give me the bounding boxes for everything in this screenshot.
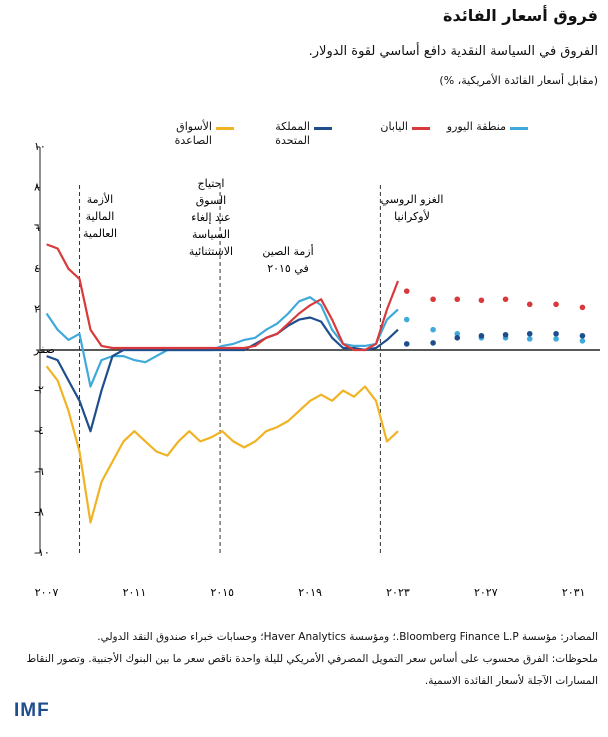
legend-label: منطقة اليورو xyxy=(446,120,506,133)
projection-dot xyxy=(403,288,410,294)
annotation: المالية xyxy=(86,210,115,223)
annotation: العالمية xyxy=(83,227,117,240)
series-line xyxy=(46,316,399,433)
legend-label: المملكة المتحدة xyxy=(275,120,310,147)
x-tick-label: ٢٠٢٣ xyxy=(386,586,410,599)
legend-swatch xyxy=(216,127,234,130)
annotation: لأوكرانيا xyxy=(394,209,430,223)
y-tick-label: ١٠- xyxy=(34,546,50,559)
projection-dot xyxy=(478,332,485,339)
annotation: في ٢٠١٥ xyxy=(267,262,309,275)
x-tick-label: ٢٠١١ xyxy=(123,586,147,599)
projection-dot xyxy=(430,326,436,333)
projection-dot xyxy=(579,304,586,311)
projection-dot xyxy=(478,297,485,304)
series-line xyxy=(45,296,399,388)
x-tick-label: ٢٠٠٧ xyxy=(35,586,59,599)
legend-swatch xyxy=(510,127,528,130)
projection-dot xyxy=(579,338,586,344)
annotation: عند إلغاء xyxy=(191,211,230,224)
projection-dot xyxy=(553,336,559,342)
series-line xyxy=(46,243,400,352)
projection-dot xyxy=(502,331,509,338)
series-line xyxy=(45,365,399,524)
legend-item: الأسواق الصاعدة xyxy=(142,120,234,148)
legend: منطقة اليورو اليابان المملكة المتحدة الأسوا… xyxy=(142,120,528,148)
annotation: السياسة xyxy=(192,228,230,241)
projection-dot xyxy=(403,316,410,323)
projection-dot xyxy=(430,340,436,346)
y-axis-label: (مقابل أسعار الفائدة الأمريكية، %) xyxy=(439,74,598,87)
legend-label: اليابان xyxy=(380,120,408,133)
chart: ١٠٨٦٤٢صفر٢-٤-٦-٨-١٠-٢٠٠٧٢٠١١٢٠١٥٢٠١٩٢٠٢٣… xyxy=(33,140,600,599)
sources: المصادر: مؤسسة Bloomberg Finance L.P.؛ و… xyxy=(97,631,598,643)
projection-dot xyxy=(502,296,509,303)
projection-dot xyxy=(526,301,533,308)
projection-dot xyxy=(454,335,461,341)
x-tick-label: ٢٠١٩ xyxy=(298,586,322,599)
annotation: الاستثنائية xyxy=(189,245,233,258)
projection-dot xyxy=(454,296,461,303)
projection-dot xyxy=(430,296,436,303)
projection-dot xyxy=(403,341,410,347)
legend-label: الأسواق الصاعدة xyxy=(174,120,212,147)
legend-item: اليابان xyxy=(338,120,430,148)
projection-dot xyxy=(526,330,533,337)
annotation: احتياج xyxy=(198,177,225,190)
x-tick-label: ٢٠٢٧ xyxy=(474,586,498,599)
logo: IMF xyxy=(14,700,50,721)
x-tick-label: ٢٠١٥ xyxy=(210,586,234,599)
footnotes: المصادر: مؤسسة Bloomberg Finance L.P.؛ و… xyxy=(10,626,598,692)
projection-dot xyxy=(579,332,586,339)
legend-item: منطقة اليورو xyxy=(436,120,528,148)
annotation: السوق xyxy=(196,194,226,207)
annotation: الأزمة xyxy=(87,192,113,206)
legend-swatch xyxy=(314,127,332,130)
chart-title: فروق أسعار الفائدة xyxy=(443,6,598,25)
legend-item: المملكة المتحدة xyxy=(240,120,332,148)
annotation: الغزو الروسي xyxy=(381,193,444,206)
annotation: أزمة الصين xyxy=(262,244,313,258)
projection-dot xyxy=(553,301,559,308)
projection-dot xyxy=(454,330,461,337)
notes: ملحوظات: الفرق محسوب على أساس سعر التموي… xyxy=(26,653,598,687)
projection-dot xyxy=(526,336,533,342)
x-tick-label: ٢٠٣١ xyxy=(562,586,586,599)
projection-dot xyxy=(553,330,559,337)
legend-swatch xyxy=(412,127,430,130)
chart-subtitle: الفروق في السياسة النقدية دافع أساسي لقو… xyxy=(308,44,598,59)
